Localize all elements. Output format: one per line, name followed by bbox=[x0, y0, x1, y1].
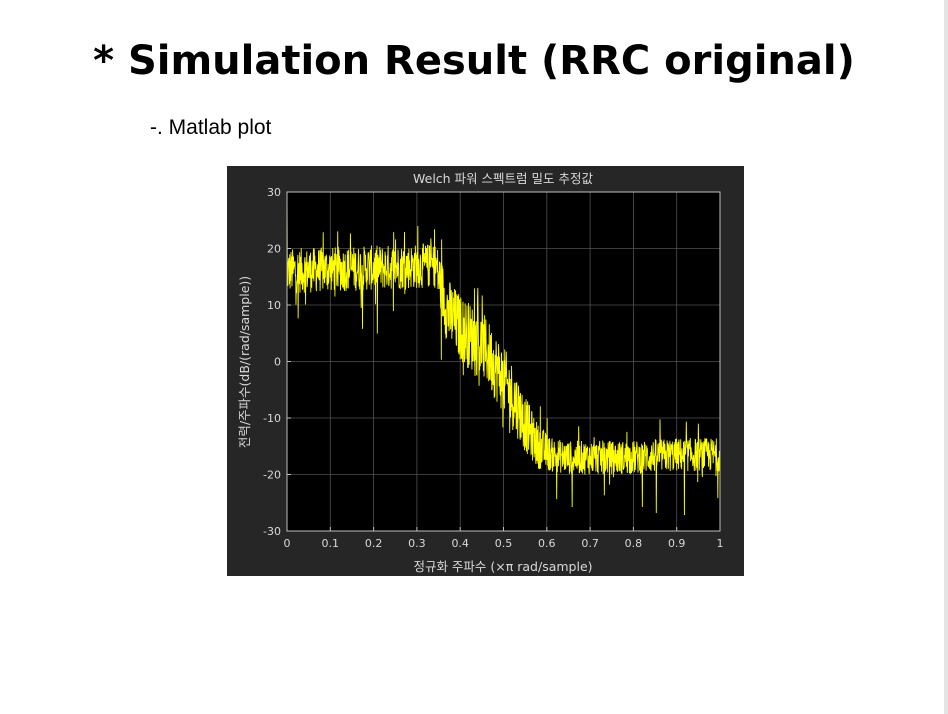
psd-chart: 0 0.1 0.2 0.3 0.4 0.5 0.6 0.7 0.8 0.9 1 -30 -20 -10 0… bbox=[237, 171, 724, 574]
x-tick-label: 0.2 bbox=[365, 537, 383, 550]
x-tick-label: 1 bbox=[717, 537, 724, 550]
y-tick-label: -10 bbox=[263, 412, 281, 425]
psd-trace-group bbox=[286, 197, 721, 515]
x-tick-label: 0.3 bbox=[408, 537, 426, 550]
x-tick-label: 0.8 bbox=[625, 537, 643, 550]
slide-title: * Simulation Result (RRC original) bbox=[93, 38, 855, 84]
x-axis-label: 정규화 주파수 (×π rad/sample) bbox=[413, 559, 592, 574]
x-tick-label: 0.7 bbox=[581, 537, 599, 550]
y-tick-label: 0 bbox=[274, 356, 281, 369]
matlab-figure: 0 0.1 0.2 0.3 0.4 0.5 0.6 0.7 0.8 0.9 1 -30 -20 -10 0… bbox=[227, 166, 744, 576]
x-tick-label: 0 bbox=[284, 537, 291, 550]
y-tick-label: -30 bbox=[263, 525, 281, 538]
x-tick-label: 0.4 bbox=[451, 537, 469, 550]
chart-title: Welch 파워 스펙트럼 밀도 추정값 bbox=[413, 171, 593, 186]
y-tick-label: 30 bbox=[267, 186, 281, 199]
y-tick-label: -20 bbox=[263, 469, 281, 482]
page-edge bbox=[944, 0, 948, 714]
x-tick-label: 0.6 bbox=[538, 537, 556, 550]
y-tick-label: 20 bbox=[267, 243, 281, 256]
x-tick-label: 0.1 bbox=[322, 537, 340, 550]
x-tick-label: 0.5 bbox=[495, 537, 513, 550]
psd-trace bbox=[286, 197, 721, 515]
slide-subtitle: -. Matlab plot bbox=[150, 116, 272, 139]
y-axis-label: 전력/주파수(dB/(rad/sample)) bbox=[237, 276, 252, 448]
y-axis-ticks: -30 -20 -10 0 10 20 30 bbox=[263, 186, 291, 538]
x-axis-ticks: 0 0.1 0.2 0.3 0.4 0.5 0.6 0.7 0.8 0.9 1 bbox=[284, 527, 724, 550]
y-tick-label: 10 bbox=[267, 299, 281, 312]
x-tick-label: 0.9 bbox=[668, 537, 686, 550]
